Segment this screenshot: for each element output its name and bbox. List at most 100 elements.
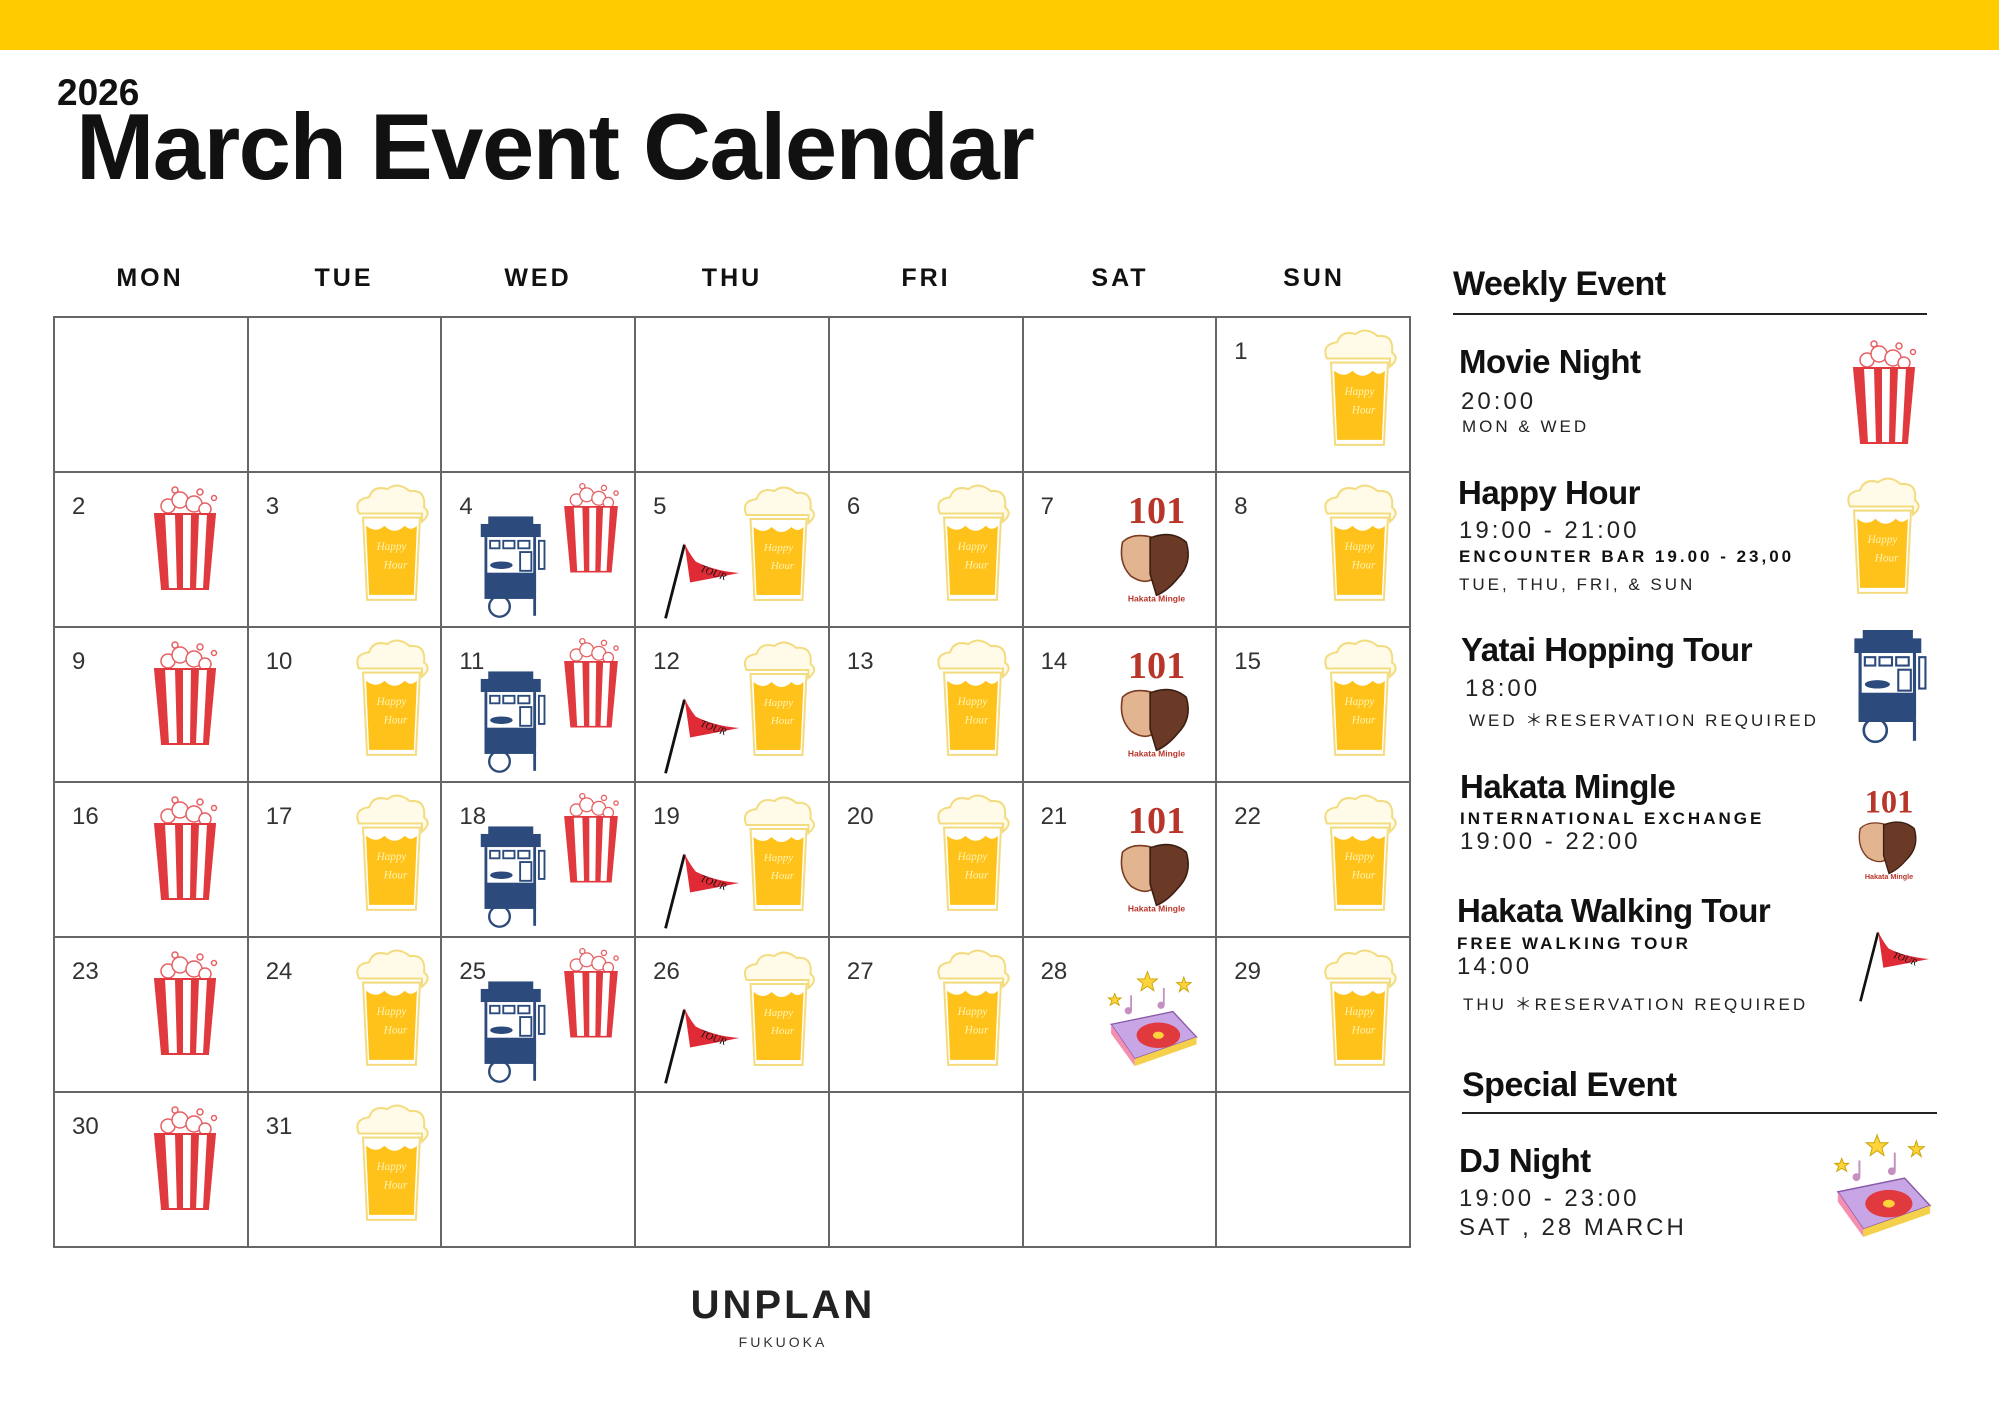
svg-text:101: 101 [1127, 800, 1184, 842]
calendar-day: 14 101 Hakata Mingle [1022, 627, 1217, 782]
svg-text:Hakata Mingle: Hakata Mingle [1127, 904, 1184, 914]
event-days: MON & WED [1462, 417, 1590, 436]
tour-flag-icon: TOUR [658, 988, 743, 1088]
svg-text:Happy: Happy [375, 851, 406, 863]
svg-text:Happy: Happy [375, 696, 406, 708]
weekday-header: FRI [901, 264, 951, 292]
calendar-day: 9 [54, 627, 248, 782]
beer-icon: Happy Hour [736, 485, 821, 605]
event-title: Happy Hour [1458, 474, 1641, 511]
calendar-day: 25 [441, 937, 636, 1092]
svg-text:Happy: Happy [375, 541, 406, 553]
popcorn-icon [150, 793, 220, 905]
svg-text:Hour: Hour [964, 559, 989, 571]
day-number: 25 [459, 958, 487, 985]
beer-icon: Happy Hour [349, 793, 434, 915]
popcorn-icon [150, 638, 220, 750]
day-number: 17 [265, 803, 293, 830]
svg-text:Hour: Hour [1351, 1024, 1376, 1036]
day-number: 14 [1040, 648, 1068, 675]
calendar-day: 22 Happy Hour [1216, 782, 1410, 937]
day-number: 3 [265, 493, 280, 520]
calendar-empty-cell [635, 317, 829, 472]
svg-text:TOUR: TOUR [699, 1029, 729, 1049]
hakata-mingle-icon: 101 Hakata Mingle [1853, 783, 1925, 883]
divider [1462, 1112, 1937, 1114]
day-number: 26 [653, 958, 680, 985]
beer-icon: Happy Hour [736, 795, 821, 915]
day-number: 21 [1040, 803, 1068, 830]
year-label: 2026 [57, 72, 140, 113]
day-number: 15 [1234, 648, 1261, 675]
svg-text:Hour: Hour [964, 869, 989, 881]
calendar-day: 5 TOUR Happy Hour [635, 472, 829, 627]
calendar-empty-cell [828, 1092, 1023, 1247]
calendar-day: 21 101 Hakata Mingle [1022, 782, 1217, 937]
day-number: 5 [653, 493, 667, 520]
page-title: March Event Calendar [76, 94, 1035, 199]
beer-icon: Happy Hour [930, 638, 1015, 760]
day-number: 20 [846, 803, 874, 830]
beer-icon: Happy Hour [349, 483, 434, 605]
calendar-day: 28 [1022, 937, 1217, 1092]
svg-text:Hour: Hour [382, 1179, 407, 1191]
popcorn-icon [560, 946, 622, 1041]
weekday-header: SAT [1091, 264, 1149, 292]
calendar-day: 15 Happy Hour [1216, 627, 1410, 782]
event-title: Hakata Mingle [1460, 768, 1676, 805]
event-time: 19:00 - 23:00 [1459, 1185, 1640, 1212]
event-time: 19:00 - 22:00 [1460, 828, 1641, 855]
yatai-cart-icon [477, 513, 552, 623]
popcorn-icon [560, 636, 622, 731]
calendar-day: 16 [54, 782, 248, 937]
calendar-day: 1 Happy Hour [1216, 317, 1410, 472]
svg-text:Happy: Happy [956, 696, 987, 708]
svg-text:TOUR: TOUR [699, 874, 729, 894]
calendar-empty-cell [635, 1092, 829, 1247]
svg-text:101: 101 [1127, 645, 1184, 687]
day-number: 10 [265, 648, 293, 675]
popcorn-icon [150, 483, 220, 595]
popcorn-icon [560, 481, 622, 576]
svg-text:Hour: Hour [382, 714, 407, 726]
brand-logo: UNPLAN [690, 1283, 876, 1327]
event-time: 14:00 [1457, 953, 1533, 980]
svg-text:Hakata Mingle: Hakata Mingle [1865, 872, 1913, 881]
calendar-day: 24 Happy Hour [247, 937, 442, 1092]
tour-flag-icon: TOUR [658, 678, 743, 778]
calendar-day: 4 [441, 472, 636, 627]
event-days: TUE, THU, FRI, & SUN [1459, 575, 1696, 594]
day-number: 19 [653, 803, 680, 830]
beer-icon: Happy Hour [736, 640, 821, 760]
day-number: 13 [846, 648, 874, 675]
svg-text:Hour: Hour [1874, 552, 1899, 564]
calendar-day: 29 Happy Hour [1216, 937, 1410, 1092]
svg-text:Happy: Happy [1344, 851, 1375, 863]
beer-icon: Happy Hour [1317, 638, 1402, 760]
brand-city: FUKUOKA [738, 1334, 828, 1350]
beer-icon: Happy Hour [349, 948, 434, 1070]
calendar-day: 20 Happy Hour [828, 782, 1023, 937]
day-number: 22 [1234, 803, 1261, 830]
day-number: 11 [459, 648, 485, 675]
popcorn-icon [560, 791, 622, 886]
hakata-mingle-icon: 101 Hakata Mingle [1114, 795, 1199, 920]
calendar-day: 31 Happy Hour [247, 1092, 442, 1247]
calendar-day: 30 [54, 1092, 248, 1247]
svg-text:Hakata Mingle: Hakata Mingle [1127, 594, 1184, 604]
day-number: 4 [459, 493, 473, 520]
day-number: 1 [1234, 338, 1248, 365]
day-number: 6 [846, 493, 861, 520]
event-time: 20:00 [1461, 388, 1537, 415]
event-time: 18:00 [1465, 675, 1541, 702]
weekday-header: WED [504, 264, 572, 292]
event-title: DJ Night [1459, 1142, 1591, 1179]
day-number: 18 [459, 803, 487, 830]
svg-text:Happy: Happy [1344, 696, 1375, 708]
calendar-empty-cell [441, 1092, 636, 1247]
weekly-event-heading: Weekly Event [1453, 265, 1666, 303]
divider [1453, 313, 1927, 315]
calendar-empty-cell [54, 317, 248, 472]
event-subtitle: INTERNATIONAL EXCHANGE [1460, 809, 1765, 828]
svg-text:Hour: Hour [382, 1024, 407, 1036]
